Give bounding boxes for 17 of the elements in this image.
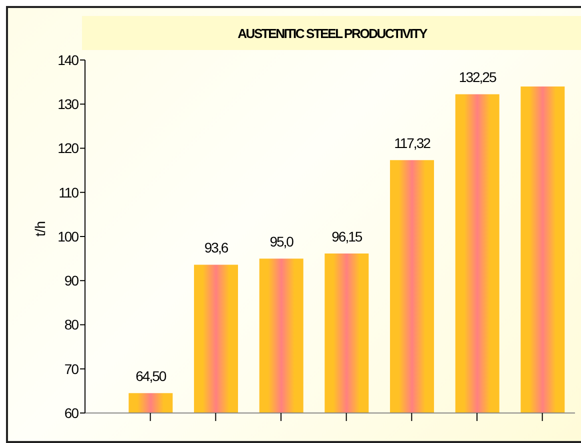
- y-tick-label: 100: [58, 228, 80, 244]
- y-tick-label: 120: [58, 140, 80, 156]
- data-label: 93,6: [204, 240, 229, 256]
- y-tick-label: 90: [64, 272, 80, 289]
- y-tick-label: 70: [64, 360, 80, 377]
- data-label: 117,32: [394, 135, 432, 152]
- chart-title: AUSTENITIC STEEL PRODUCTIVITY: [82, 16, 581, 50]
- y-tick-label: 80: [64, 316, 80, 333]
- data-label: 96,15: [332, 228, 363, 244]
- y-tick-label: 60: [64, 404, 80, 421]
- data-label: 132,25: [458, 69, 497, 86]
- y-tick-label: 110: [58, 184, 80, 200]
- data-label: 64,50: [136, 368, 167, 384]
- y-axis-title: t/h: [32, 220, 48, 236]
- y-tick-label: 140: [58, 52, 80, 68]
- y-tick-label: 130: [58, 96, 80, 112]
- data-label: 95,0: [270, 234, 294, 250]
